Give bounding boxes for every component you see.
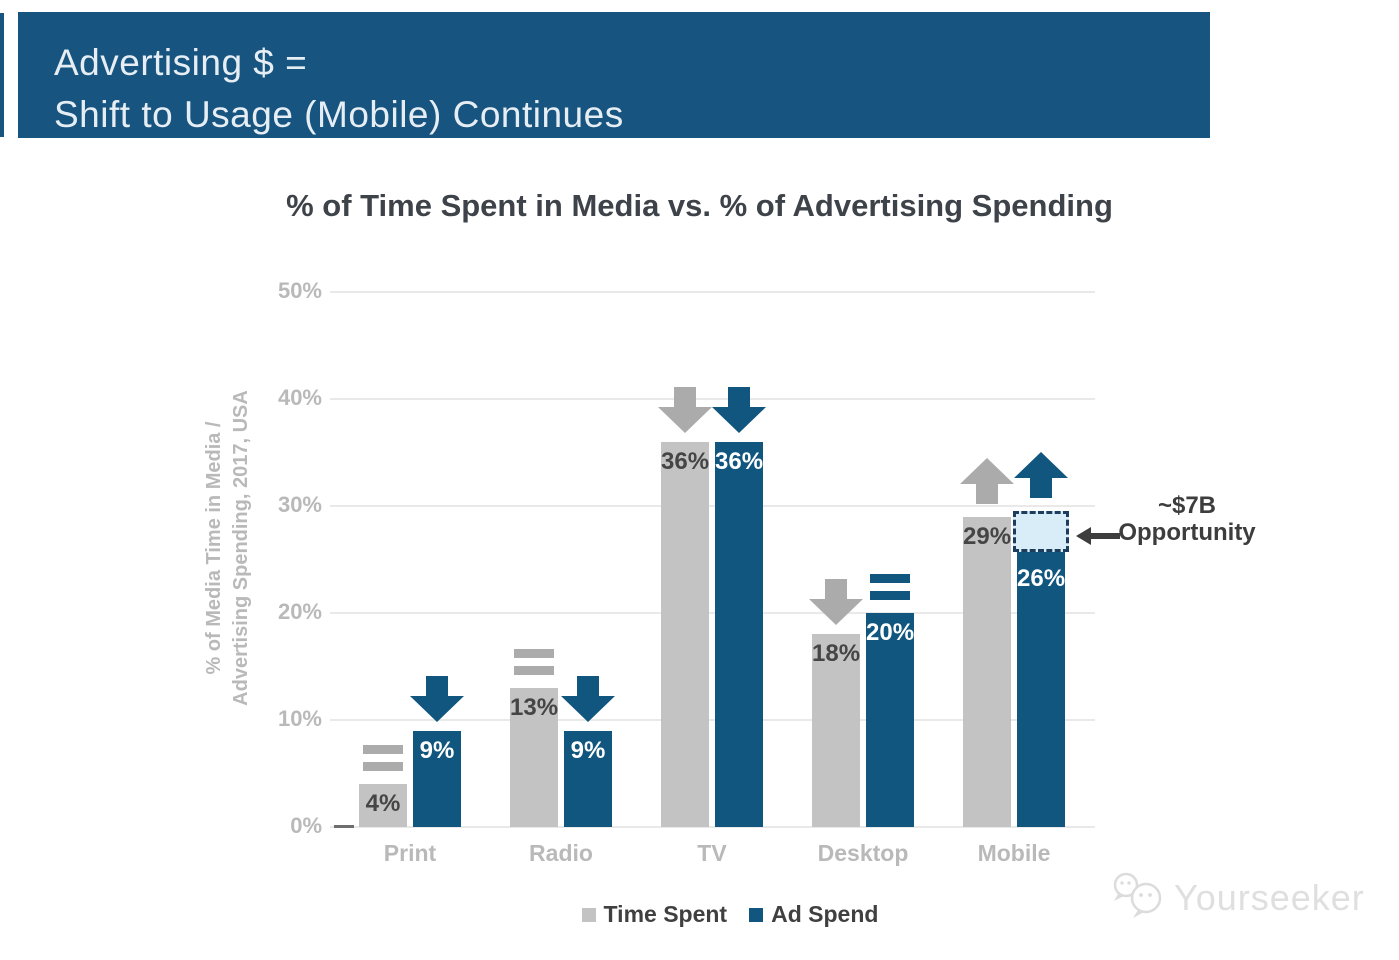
trend-down-arrow-icon [561,675,615,727]
legend-swatch-ad-spend [749,907,764,922]
chat-bubbles-icon [1110,870,1168,925]
y-tick-label-30%: 30% [277,492,322,517]
plot-area: 4% 13% 36% 18% 29% 9% 9% 36% 20% 26% [330,291,1095,828]
legend-label-ad-spend: Ad Spend [771,901,879,927]
gridline-10% [330,719,1095,721]
bar-desktop-time-spent: 18% [812,634,860,827]
legend-item-ad-spend: Ad Spend [749,901,878,928]
y-axis-label: % of Media Time in Media / Advertising S… [201,390,255,706]
trend-down-arrow-icon [658,386,712,438]
y-tick-label-50%: 50% [277,278,322,303]
trend-equals-icon [870,574,910,608]
watermark-label: Yourseeker [1174,876,1365,918]
slide-edge-decoration [0,13,4,137]
trend-up-arrow-icon [960,457,1014,509]
trend-down-arrow-icon [712,386,766,438]
watermark: Yourseeker [1110,870,1365,925]
y-tick-label-20%: 20% [277,599,322,624]
x-axis-tick [334,825,354,828]
opportunity-box [1013,511,1069,552]
bar-value-label: 4% [365,790,401,818]
bar-value-label: 9% [570,736,606,764]
gridline-20% [330,612,1095,614]
bar-value-label: 36% [715,447,764,475]
annotation-line1: ~$7B [1157,492,1217,519]
trend-down-arrow-icon [809,579,863,630]
bar-value-label: 26% [1017,564,1066,592]
banner-title-line1: Advertising $ = [54,42,308,83]
annotation-text: ~$7B Opportunity [1116,492,1258,546]
header-banner: Advertising $ = Shift to Usage (Mobile) … [18,12,1210,138]
y-tick-label-40%: 40% [277,385,322,410]
legend-swatch-time-spent [581,907,596,922]
gridline-0% [330,826,1095,828]
bar-mobile-time-spent: 29% [963,516,1012,827]
trend-down-arrow-icon [410,675,464,727]
bar-print-ad-spend: 9% [413,730,461,827]
trend-up-arrow-icon [1014,452,1068,503]
chart-title: % of Time Spent in Media vs. % of Advert… [286,188,1113,223]
bar-radio-time-spent: 13% [510,687,559,827]
y-tick-label-0%: 0% [290,813,322,838]
legend: Time Spent Ad Spend [450,901,1010,928]
annotation-arrow-icon [1076,527,1120,550]
category-label-mobile: Mobile [977,840,1051,866]
bar-value-label: 18% [812,640,861,668]
bar-value-label: 20% [866,619,915,646]
bar-desktop-ad-spend: 20% [866,613,914,827]
bar-mobile-ad-spend: 26% [1017,548,1066,827]
legend-item-time-spent: Time Spent [581,901,728,928]
y-axis-label-line2: Advertising Spending, 2017, USA [230,390,252,706]
gridline-50% [330,291,1095,293]
bar-value-label: 29% [963,522,1012,550]
y-tick-label-10%: 10% [277,706,322,731]
bar-value-label: 9% [419,736,455,764]
y-axis-label-line1: % of Media Time in Media / [203,421,225,675]
trend-equals-icon [363,745,403,779]
annotation-line2: Opportunity [1118,519,1256,546]
category-label-tv: TV [697,840,727,866]
gridline-30% [330,505,1095,507]
bar-value-label: 13% [510,693,559,721]
bar-print-time-spent: 4% [359,784,407,827]
gridline-40% [330,398,1095,400]
bar-tv-time-spent: 36% [661,441,710,827]
category-label-radio: Radio [529,840,593,866]
bar-radio-ad-spend: 9% [564,730,612,827]
bar-value-label: 36% [661,447,710,475]
category-label-desktop: Desktop [817,840,909,866]
trend-equals-icon [514,648,554,683]
bar-tv-ad-spend: 36% [715,441,764,827]
banner-title-line2: Shift to Usage (Mobile) Continues [54,94,624,135]
legend-label-time-spent: Time Spent [603,901,728,927]
category-label-print: Print [383,840,437,866]
